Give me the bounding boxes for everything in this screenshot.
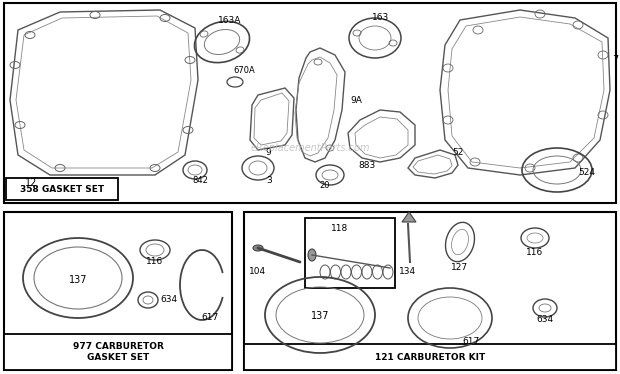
Text: 617: 617 bbox=[462, 337, 479, 346]
Text: 121 CARBURETOR KIT: 121 CARBURETOR KIT bbox=[375, 353, 485, 362]
Text: 118: 118 bbox=[331, 224, 348, 233]
Text: 163A: 163A bbox=[218, 15, 241, 25]
Text: 163: 163 bbox=[372, 12, 389, 21]
Bar bbox=[4, 3, 616, 203]
Text: 137: 137 bbox=[69, 275, 87, 285]
Text: 116: 116 bbox=[146, 258, 164, 267]
Text: 3: 3 bbox=[266, 175, 272, 184]
Text: 842: 842 bbox=[192, 175, 208, 184]
Bar bbox=[244, 212, 616, 370]
Text: 104: 104 bbox=[249, 267, 267, 276]
Text: 12: 12 bbox=[25, 178, 37, 188]
Ellipse shape bbox=[308, 249, 316, 261]
Text: 617: 617 bbox=[202, 313, 219, 322]
Text: 127: 127 bbox=[451, 264, 469, 273]
Text: 883: 883 bbox=[358, 160, 375, 169]
Bar bbox=[305, 218, 395, 288]
Ellipse shape bbox=[253, 245, 263, 251]
Text: 358 GASKET SET: 358 GASKET SET bbox=[20, 184, 104, 193]
Text: 20: 20 bbox=[320, 181, 330, 190]
Text: 9: 9 bbox=[265, 147, 271, 156]
Bar bbox=[4, 212, 232, 370]
Bar bbox=[6, 178, 118, 200]
Text: 137: 137 bbox=[311, 311, 329, 321]
Text: 9A: 9A bbox=[350, 95, 362, 104]
Polygon shape bbox=[402, 212, 416, 222]
Text: 634: 634 bbox=[160, 295, 177, 304]
Text: 134: 134 bbox=[399, 267, 417, 276]
Text: 52: 52 bbox=[452, 147, 463, 156]
Text: 7: 7 bbox=[612, 55, 618, 65]
Text: 634: 634 bbox=[536, 316, 554, 325]
Text: 670A: 670A bbox=[233, 65, 255, 74]
Text: 524: 524 bbox=[578, 168, 595, 177]
Text: 116: 116 bbox=[526, 248, 544, 257]
Bar bbox=[4, 334, 232, 370]
Text: 977 CARBURETOR
GASKET SET: 977 CARBURETOR GASKET SET bbox=[73, 342, 164, 362]
Bar bbox=[244, 344, 616, 370]
Text: eReplacementParts.com: eReplacementParts.com bbox=[250, 143, 370, 153]
